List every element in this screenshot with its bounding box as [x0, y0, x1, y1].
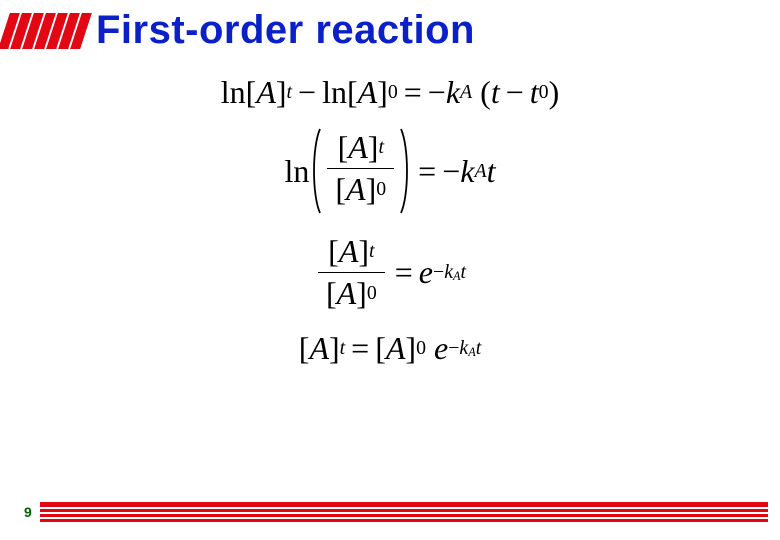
equation-4: [A]t = [A]0 e−kAt — [299, 330, 481, 367]
equation-2: ln [A]t [A]0 = −kAt — [285, 127, 496, 215]
fraction: [A]t [A]0 — [327, 127, 394, 215]
equation-1: ln [A]t − ln [A]0 = −kA (t − t0) — [221, 74, 559, 111]
big-paren: [A]t [A]0 — [309, 127, 412, 215]
footer-accent-lines — [40, 502, 768, 522]
page-number: 9 — [24, 504, 32, 520]
equations-area: ln [A]t − ln [A]0 = −kA (t − t0) ln [A]t… — [0, 74, 780, 480]
equation-3: [A]t [A]0 = e−kAt — [314, 231, 466, 314]
footer-line — [40, 514, 768, 517]
footer-line — [40, 502, 768, 507]
footer: 9 — [0, 502, 780, 522]
title-block: First-order reaction — [0, 8, 780, 53]
footer-line — [40, 509, 768, 512]
fraction: [A]t [A]0 — [318, 231, 385, 314]
footer-line — [40, 519, 768, 522]
slide: First-order reaction ln [A]t − ln [A]0 =… — [0, 0, 780, 540]
title-accent-bars — [4, 13, 86, 49]
slide-title: First-order reaction — [96, 8, 475, 53]
